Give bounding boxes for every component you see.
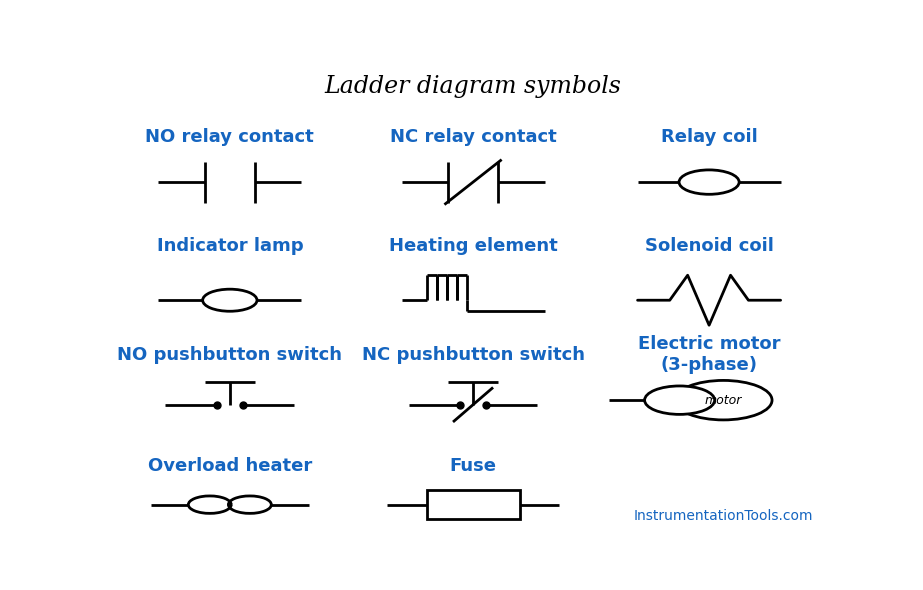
Text: NC relay contact: NC relay contact [390,127,557,146]
Text: NC pushbutton switch: NC pushbutton switch [362,346,584,364]
Text: NO pushbutton switch: NO pushbutton switch [117,346,342,364]
Ellipse shape [644,386,714,414]
Text: Solenoid coil: Solenoid coil [644,237,773,255]
Text: motor: motor [705,394,742,407]
Text: Overload heater: Overload heater [148,457,312,475]
Bar [426,490,520,519]
Text: InstrumentationTools.com: InstrumentationTools.com [633,509,813,523]
Text: Indicator lamp: Indicator lamp [157,237,303,255]
Ellipse shape [679,170,739,194]
Text: Fuse: Fuse [450,457,497,475]
Text: Relay coil: Relay coil [661,127,758,146]
Text: Electric motor
(3-phase): Electric motor (3-phase) [638,335,780,374]
Text: Heating element: Heating element [389,237,557,255]
Ellipse shape [203,289,257,312]
Text: NO relay contact: NO relay contact [146,127,314,146]
Text: Ladder diagram symbols: Ladder diagram symbols [325,75,621,98]
Ellipse shape [675,381,772,420]
